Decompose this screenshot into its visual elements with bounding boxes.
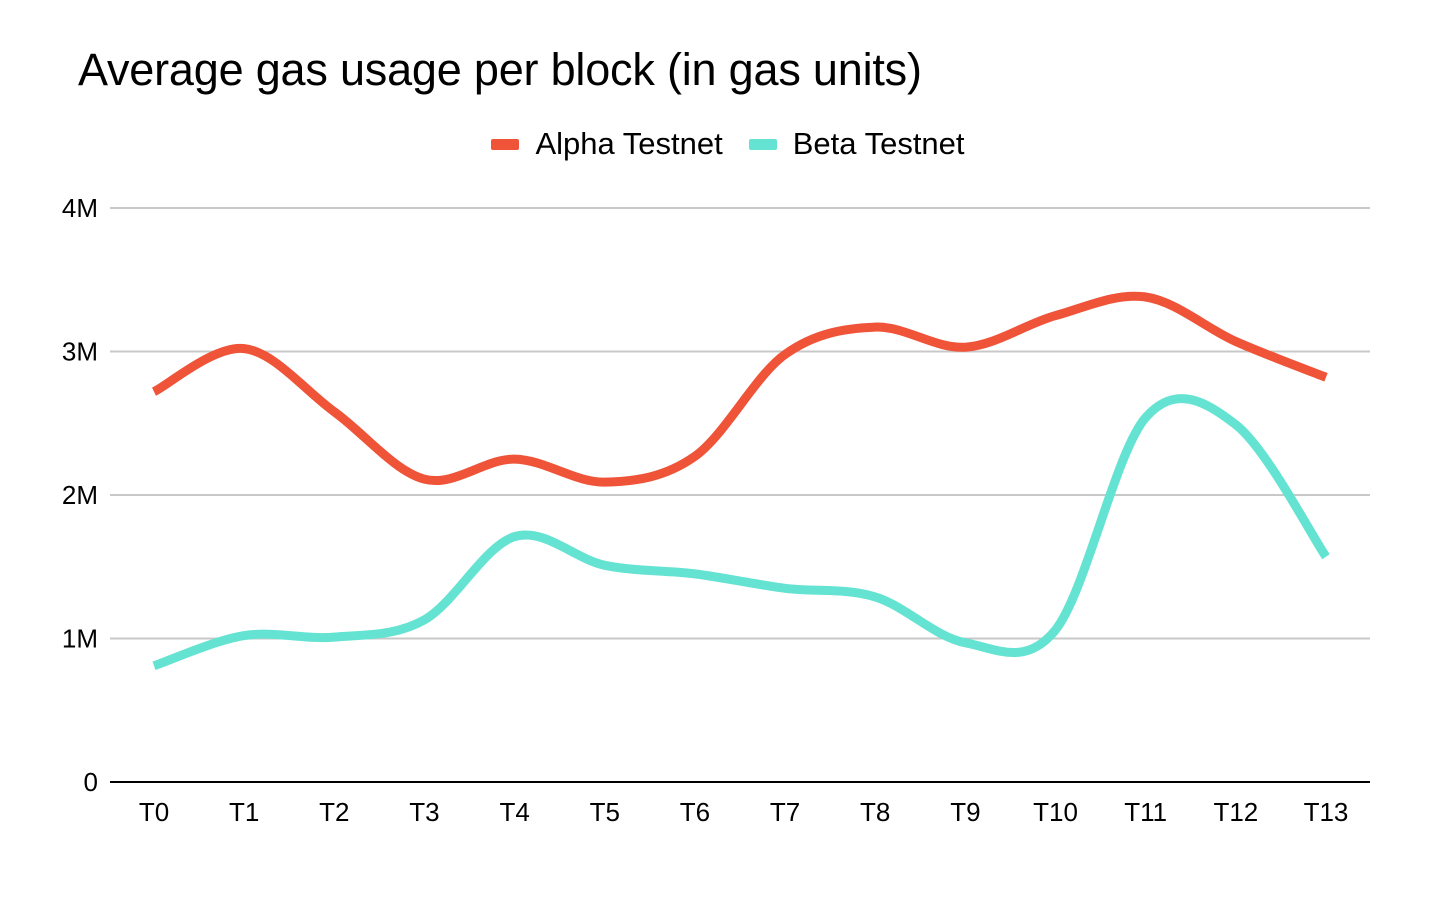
x-tick-label: T10 xyxy=(1033,797,1078,827)
legend-swatch-beta xyxy=(748,138,777,150)
x-tick-label: T11 xyxy=(1124,797,1167,827)
x-tick-label: T0 xyxy=(139,797,169,827)
x-tick-label: T7 xyxy=(770,797,800,827)
x-tick-label: T9 xyxy=(950,797,980,827)
x-tick-label: T12 xyxy=(1213,797,1258,827)
legend: Alpha Testnet Beta Testnet xyxy=(0,126,1456,162)
y-tick-label: 4M xyxy=(62,193,98,223)
x-tick-label: T8 xyxy=(860,797,890,827)
axes: 0 1M 2M 3M 4M T0 T1 T2 T3 T4 T5 T6 T7 T8 T9 T10 T11 T12 T1… xyxy=(62,193,1370,827)
x-tick-label: T3 xyxy=(409,797,439,827)
legend-item-alpha: Alpha Testnet xyxy=(491,126,723,162)
y-tick-label: 0 xyxy=(84,767,98,797)
y-tick-label: 2M xyxy=(62,480,98,510)
x-tick-label: T6 xyxy=(680,797,710,827)
x-tick-label: T1 xyxy=(229,797,259,827)
y-tick-label: 1M xyxy=(62,624,98,654)
legend-label-beta: Beta Testnet xyxy=(792,126,965,161)
chart-title: Average gas usage per block (in gas unit… xyxy=(78,44,922,95)
series-line-alpha xyxy=(151,291,1328,487)
legend-label-alpha: Alpha Testnet xyxy=(535,126,723,161)
y-tick-label: 3M xyxy=(62,337,98,367)
gridlines xyxy=(110,207,1370,640)
x-tick-label: T4 xyxy=(499,797,529,827)
x-tick-label: T13 xyxy=(1304,797,1349,827)
legend-item-beta: Beta Testnet xyxy=(748,126,965,162)
x-tick-label: T5 xyxy=(590,797,620,827)
series-lines xyxy=(151,291,1330,671)
x-tick-label: T2 xyxy=(319,797,349,827)
legend-swatch-alpha xyxy=(491,138,520,150)
series-line-beta xyxy=(152,394,1330,671)
